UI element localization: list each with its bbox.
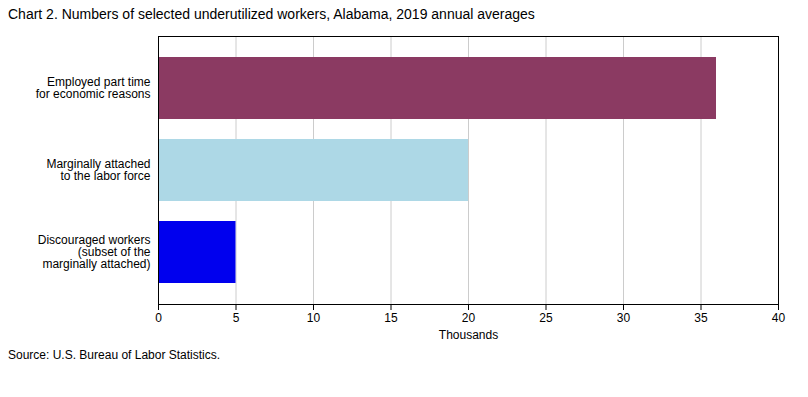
svg-text:35: 35 xyxy=(694,311,708,325)
svg-text:Marginally attachedto the labo: Marginally attachedto the labor force xyxy=(46,157,150,183)
svg-text:10: 10 xyxy=(307,311,321,325)
svg-text:0: 0 xyxy=(155,311,162,325)
svg-text:Employed part timefor economic: Employed part timefor economic reasons xyxy=(36,75,151,101)
svg-text:20: 20 xyxy=(462,311,476,325)
html-text:Chart 2. Numbers of selected u: Chart 2. Numbers of selected underutiliz… xyxy=(8,6,535,22)
svg-text:5: 5 xyxy=(233,311,240,325)
svg-text:Thousands: Thousands xyxy=(439,328,498,342)
svg-text:Discouraged workers(subset of: Discouraged workers(subset of themargina… xyxy=(38,233,151,271)
svg-text:25: 25 xyxy=(539,311,553,325)
svg-text:30: 30 xyxy=(617,311,631,325)
html-text:Source: U.S. Bureau of Labor S: Source: U.S. Bureau of Labor Statistics. xyxy=(8,348,221,362)
svg-text:40: 40 xyxy=(772,311,786,325)
svg-text:15: 15 xyxy=(384,311,398,325)
